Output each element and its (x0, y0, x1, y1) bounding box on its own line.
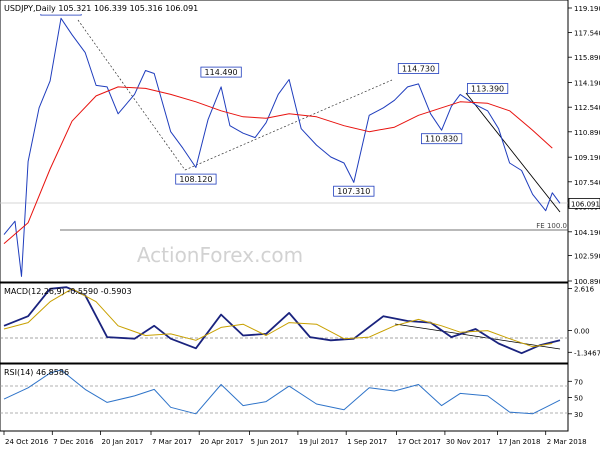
xtick-label-10: 17 Jan 2018 (499, 438, 541, 446)
rsi-series-0-line (3, 369, 561, 415)
annotation-label-4: 114.730 (402, 65, 435, 74)
series-layer (3, 17, 561, 415)
xtick-label-3: 7 Mar 2017 (152, 438, 192, 446)
annotation-box-3 (333, 185, 375, 197)
xtick-label-6: 19 Jul 2017 (299, 438, 339, 446)
annotation-label-6: 113.390 (471, 85, 504, 94)
label-layer: 118.650108.120114.490107.310114.730110.8… (40, 4, 567, 230)
watermark: ActionForex.com (137, 243, 303, 267)
xtick-label-8: 17 Oct 2017 (398, 438, 441, 446)
price-ytick-label-11: 119.190 (574, 5, 600, 13)
macd-ytick-label-1: 0.00 (574, 328, 590, 336)
annotation-box-1 (175, 173, 217, 185)
annotation-box-2 (200, 66, 242, 78)
annotation-label-5: 110.830 (425, 135, 458, 144)
lower-trendline-dashed (184, 79, 393, 171)
price-ytick-label-6: 110.890 (574, 129, 600, 137)
down-trendline (465, 92, 561, 213)
macd-ytick-label-2: -1.3467 (574, 349, 600, 357)
price-series-0-line (3, 17, 561, 277)
rsi-panel (0, 363, 569, 432)
price-ytick-label-8: 114.190 (574, 80, 600, 88)
xtick-label-11: 2 Mar 2018 (547, 438, 587, 446)
rsi-ytick-label-1: 50 (574, 395, 583, 403)
price-ytick-label-7: 112.540 (574, 104, 600, 112)
rsi-ytick-label-2: 30 (574, 411, 583, 419)
axis-layer: 100.890102.590104.190105.890107.540109.1… (3, 5, 600, 446)
annotation-box-4 (397, 63, 440, 74)
annotation-box-5 (420, 133, 463, 145)
annotation-label-3: 107.310 (337, 187, 370, 196)
xtick-label-9: 30 Nov 2017 (446, 438, 491, 446)
price-ytick-label-4: 107.540 (574, 179, 600, 187)
current-price-tag-label: 106.091 (571, 200, 600, 208)
price-series-1-line (3, 86, 553, 244)
rsi-panel-title: RSI(14) 46.8586 (4, 368, 69, 377)
price-ytick-label-2: 104.190 (574, 229, 600, 237)
rsi-ytick-label-0: 70 (574, 378, 583, 386)
annotation-label-2: 114.490 (205, 68, 238, 77)
macd-trendline (394, 323, 561, 350)
price-ytick-label-10: 117.540 (574, 30, 600, 38)
xtick-label-4: 20 Apr 2017 (200, 438, 243, 446)
xtick-label-5: 5 Jun 2017 (251, 438, 289, 446)
price-panel (0, 0, 569, 283)
price-panel-title: USDJPY,Daily 105.321 106.339 105.316 106… (4, 4, 198, 13)
price-title-bg (2, 2, 118, 14)
xtick-label-7: 1 Sep 2017 (347, 438, 387, 446)
annotation-label-1: 108.120 (179, 175, 212, 184)
macd-panel (0, 282, 569, 364)
price-ytick-label-1: 102.590 (574, 253, 600, 261)
price-ytick-label-5: 109.190 (574, 154, 600, 162)
macd-panel-title: MACD(12,26,9) -0.5590 -0.5903 (4, 287, 132, 296)
price-ytick-label-0: 100.890 (574, 278, 600, 286)
xtick-label-1: 7 Dec 2016 (53, 438, 94, 446)
macd-series-0-line (3, 286, 561, 355)
annotation-box-6 (466, 83, 509, 94)
price-ytick-label-9: 115.890 (574, 54, 600, 62)
upper-trendline-dashed (77, 19, 186, 171)
current-price-tag (568, 197, 600, 209)
fe-label: FE 100.0 (536, 222, 567, 230)
xtick-label-2: 20 Jan 2017 (102, 438, 144, 446)
macd-series-1-line (3, 288, 553, 348)
xtick-label-0: 24 Oct 2016 (5, 438, 49, 446)
macd-ytick-label-0: 2.616 (574, 286, 595, 294)
